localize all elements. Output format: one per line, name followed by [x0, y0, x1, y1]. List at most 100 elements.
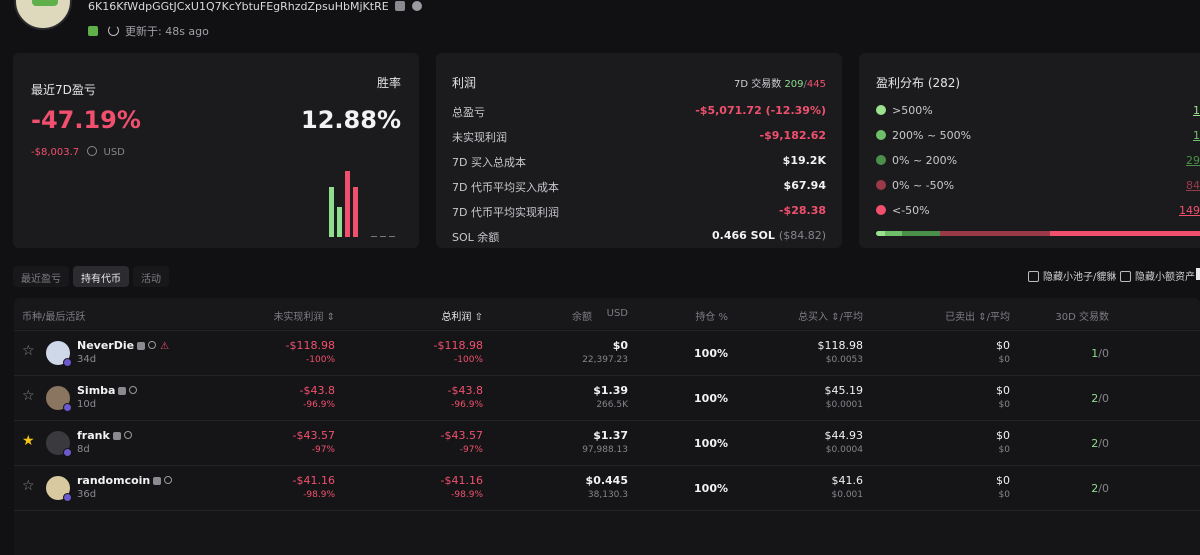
- balance-amount: 22,397.23: [582, 355, 628, 365]
- token-name-text[interactable]: Simba: [77, 384, 116, 397]
- copy-icon[interactable]: [153, 477, 162, 485]
- unrealized-profit-pct: -97%: [311, 445, 335, 455]
- checkbox-icon[interactable]: [1028, 271, 1039, 282]
- pnl-currency: USD: [103, 147, 125, 158]
- token-avatar: [46, 476, 72, 502]
- profit-row-label: SOL 余额: [452, 231, 500, 244]
- search-icon[interactable]: [164, 476, 173, 484]
- copy-icon[interactable]: [118, 387, 127, 395]
- total-buy-avg: $0.0001: [825, 400, 863, 410]
- filter-hide-small-assets[interactable]: 隐藏小额资产: [1120, 268, 1195, 283]
- tx-30d: 2/0: [1091, 392, 1109, 405]
- wallet-address[interactable]: 6K16KfWdpGGtJCxU1Q7KcYbtuFEgRhzdZpsuHbMj…: [88, 0, 389, 13]
- total-buy-avg: $0.0004: [825, 445, 863, 455]
- token-name[interactable]: Simba: [77, 384, 138, 397]
- star-icon[interactable]: ☆: [22, 343, 35, 359]
- dot-icon: [876, 155, 886, 165]
- distribution-count[interactable]: 84: [1186, 179, 1200, 192]
- winrate-bar: [345, 171, 350, 237]
- profit-value: $19.2K: [782, 154, 826, 167]
- token-name-text[interactable]: NeverDie: [77, 339, 135, 352]
- star-icon[interactable]: ☆: [22, 388, 35, 404]
- pnl-usd: -$8,003.7: [31, 147, 80, 158]
- token-name-text[interactable]: frank: [77, 429, 110, 442]
- search-icon[interactable]: [129, 386, 138, 394]
- frog-badge-icon: [88, 26, 98, 36]
- tx-label: 7D 交易数: [734, 79, 782, 90]
- winrate-bar: [329, 187, 334, 237]
- table-row-partial[interactable]: [14, 510, 1200, 555]
- profit-row-label: 总盈亏: [452, 106, 485, 119]
- unrealized-profit: -$41.16: [292, 474, 335, 487]
- profit-value: $67.94: [783, 179, 826, 192]
- total-profit: -$43.57: [440, 429, 483, 442]
- search-icon[interactable]: [123, 431, 132, 439]
- star-icon[interactable]: ☆: [22, 478, 35, 494]
- header-sold[interactable]: 已卖出 ⇕/平均: [945, 312, 1010, 323]
- profit-row-value: $19.2K: [783, 154, 826, 167]
- copy-icon[interactable]: [137, 342, 146, 350]
- total-profit-pct: -97%: [459, 445, 483, 455]
- winrate-value: 12.88%: [301, 106, 401, 134]
- sold-avg: $0: [998, 490, 1010, 500]
- updated-label: 更新于: 48s ago: [125, 25, 209, 38]
- copy-icon[interactable]: [112, 432, 121, 440]
- distribution-count[interactable]: 149: [1179, 204, 1200, 217]
- header-unrealized[interactable]: 未实现利润 ⇕: [273, 312, 335, 323]
- profit-row-value: -$5,071.72 (-12.39%): [695, 104, 826, 117]
- unrealized-profit: -$43.57: [292, 429, 335, 442]
- token-name[interactable]: randomcoin: [77, 474, 173, 487]
- token-name[interactable]: NeverDie ⚠: [77, 339, 169, 352]
- token-avatar: [46, 341, 72, 367]
- table-row[interactable]: ☆ Simba 10d -$43.8 -96.9% -$43.8 -96.9% $1.39 26…: [14, 375, 1200, 420]
- search-icon[interactable]: [148, 341, 157, 349]
- menu-icon[interactable]: [411, 1, 422, 11]
- sold: $0: [996, 429, 1010, 442]
- header-total-profit[interactable]: 总利润 ⇧: [441, 312, 483, 323]
- distribution-count[interactable]: 1: [1193, 129, 1200, 142]
- balance-usd: $1.37: [593, 429, 628, 442]
- star-icon[interactable]: ★: [22, 433, 35, 449]
- distribution-count[interactable]: 29: [1186, 154, 1200, 167]
- currency-icon: [87, 146, 98, 156]
- profit-row-label: 7D 代币平均实现利润: [452, 206, 559, 219]
- distribution-row: >500%: [876, 104, 933, 117]
- table-row[interactable]: ★ frank 8d -$43.57 -97% -$43.57 -97% $1.37 97,98…: [14, 420, 1200, 465]
- profit-row-label: 7D 代币平均买入成本: [452, 181, 559, 194]
- header-balance: 余额: [572, 312, 592, 323]
- header-token: 币种/最后活跃: [22, 312, 86, 323]
- total-buy: $118.98: [817, 339, 864, 352]
- wallet-address-row: 6K16KfWdpGGtJCxU1Q7KcYbtuFEgRhzdZpsuHbMj…: [88, 0, 422, 13]
- copy-icon[interactable]: [395, 1, 406, 11]
- token-name-text[interactable]: randomcoin: [77, 474, 151, 487]
- filter-hide-small-pool[interactable]: 隐藏小池子/貔貅: [1028, 268, 1116, 283]
- tab-recent-pnl[interactable]: 最近盈亏: [13, 266, 69, 287]
- tx-sell: 0: [1102, 392, 1109, 405]
- balance-amount: 97,988.13: [582, 445, 628, 455]
- table-row[interactable]: ☆ randomcoin 36d -$41.16 -98.9% -$41.16 -98.9%…: [14, 465, 1200, 510]
- checkbox-icon[interactable]: [1120, 271, 1131, 282]
- token-age: 34d: [77, 354, 97, 365]
- token-age: 36d: [77, 489, 97, 500]
- header-total-buy[interactable]: 总买入 ⇕/平均: [798, 312, 863, 323]
- tx-count: 7D 交易数 209/445: [734, 75, 826, 90]
- holding-pct: 100%: [694, 482, 728, 495]
- balance-usd: $0.445: [585, 474, 628, 487]
- filter-toggle[interactable]: [1196, 268, 1200, 280]
- tab-activity[interactable]: 活动: [133, 266, 169, 287]
- balance-amount: 38,130.3: [587, 490, 628, 500]
- token-avatar: [46, 386, 72, 412]
- tab-holdings[interactable]: 持有代币: [73, 266, 129, 287]
- distribution-label: <-50%: [892, 204, 930, 217]
- table-row[interactable]: ☆ NeverDie ⚠ 34d -$118.98 -100% -$118.98 -100% $…: [14, 330, 1200, 375]
- refresh-icon[interactable]: [107, 25, 119, 36]
- chain-badge-icon: [63, 448, 72, 457]
- distribution-count[interactable]: 1: [1193, 104, 1200, 117]
- chain-badge-icon: [63, 358, 72, 367]
- token-name[interactable]: frank: [77, 429, 132, 442]
- profit-row-label: 7D 买入总成本: [452, 156, 526, 169]
- frog-avatar-icon: [32, 0, 58, 6]
- total-buy-avg: $0.001: [831, 490, 864, 500]
- pnl-usd-row: -$8,003.7 USD: [31, 146, 125, 158]
- wallet-avatar: [14, 0, 72, 30]
